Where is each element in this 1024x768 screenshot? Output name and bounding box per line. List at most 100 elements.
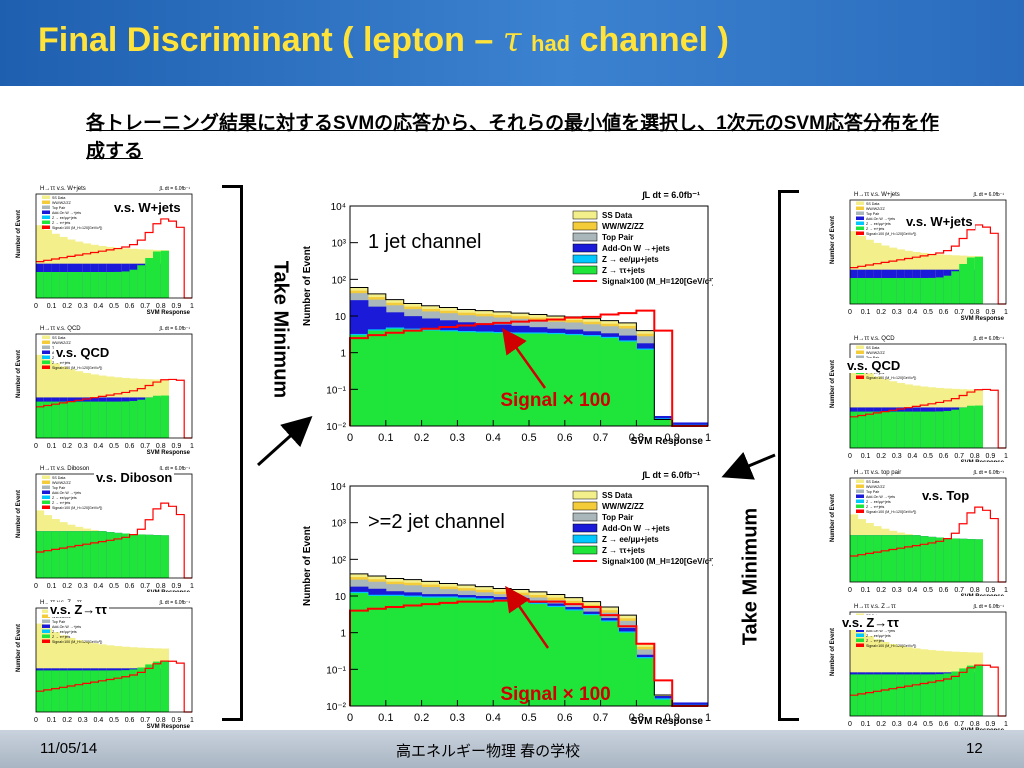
main1-xtick-label: 0 — [347, 432, 353, 444]
left-small-plot-1: 0 0.1 0.2 0.3 0.4 0.5 0.6 0.7 0.8 0.9 1 SVM Respons… — [12, 178, 197, 318]
small-ztt-bar — [857, 278, 866, 304]
main1-addon-w-bar — [690, 422, 709, 426]
main1-ytick-label: 10⁴ — [331, 202, 346, 213]
small-frame — [849, 199, 1007, 305]
title-main: Final Discriminant ( lepton – — [38, 21, 503, 59]
footer-center: 高エネルギー物理 春の学校 — [396, 743, 581, 760]
small-ylabel: Number of Event — [16, 210, 22, 258]
small-header: H→ττ v.s. W+jets — [40, 186, 86, 192]
small-ztt-bar — [75, 272, 84, 298]
small-ztt-bar — [873, 278, 882, 304]
small-xtick-label: 0 — [848, 721, 852, 728]
small-xtick-label: 0.5 — [109, 583, 119, 590]
small-xtick-label: 1 — [190, 717, 194, 724]
main1-xtick-label: 0.3 — [450, 432, 465, 444]
small-xtick-label: 0.7 — [140, 717, 150, 724]
main2-xtick-label: 0.1 — [378, 712, 393, 724]
main1-ztautau-bar — [403, 329, 423, 426]
small-legend-swatch — [856, 350, 864, 354]
small-legend-swatch — [42, 200, 50, 204]
small-legend-entry: Z → ee/μμ+jets — [866, 222, 891, 226]
title-end: channel ) — [570, 21, 729, 59]
small-xtick-label: 0.4 — [908, 453, 918, 460]
small-legend-swatch — [856, 643, 864, 647]
small-frame — [35, 607, 193, 713]
small-legend-entry: Z → ττ+jets — [866, 371, 885, 375]
main2-ztautau-bar — [350, 593, 369, 706]
main1-xtick-label: 1 — [705, 432, 711, 444]
small-legend-entry: SS Data — [52, 476, 65, 480]
small-ztt-bar — [974, 256, 983, 304]
small-signal-line — [850, 388, 1006, 449]
small-legend-swatch — [42, 340, 50, 344]
small-xtick-label: 0.9 — [172, 583, 182, 590]
small-legend-swatch — [856, 628, 864, 632]
small-ztt-bar — [896, 278, 905, 304]
small-xtick-label: 0.3 — [892, 453, 902, 460]
small-xtick-label: 0 — [848, 587, 852, 594]
main2-ztautau-bar — [385, 596, 405, 706]
main2-legend-entry: Top Pair — [602, 513, 633, 522]
small-ztt-bar — [881, 535, 890, 582]
small-xtick-label: 0.6 — [939, 721, 949, 728]
main-chart-1: 0 0.1 0.2 0.3 0.4 0.5 0.6 0.7 0.8 0.9 1 10⁻² 10⁻¹ 1 10… — [298, 178, 713, 446]
small-legend-swatch — [42, 225, 50, 229]
small-xtick-label: 0.4 — [94, 303, 104, 310]
left-small-plot-label-4: v.s. Z→ττ — [48, 602, 109, 617]
small-legend-entry: Z → ττ+jets — [866, 505, 885, 509]
main2-ztautau-bar — [421, 597, 440, 706]
small-ylabel: Number of Event — [16, 490, 22, 538]
small-header: H→ττ v.s. Z→ττ — [854, 604, 896, 610]
small-legend-swatch — [856, 201, 864, 205]
small-legend-swatch — [856, 216, 864, 220]
small-xtick-label: 0.1 — [861, 309, 871, 316]
small-xtick-label: 0.5 — [923, 453, 933, 460]
small-xtick-label: 0 — [34, 443, 38, 450]
main1-legend-swatch — [572, 210, 598, 220]
small-xtick-label: 0.1 — [861, 453, 871, 460]
main1-legend-entry: WW/WZ/ZZ — [602, 222, 644, 231]
main2-ytick-label: 10⁻¹ — [326, 665, 346, 676]
small-legend-entry: WW/WZ/ZZ — [866, 485, 886, 489]
small-legend-entry: WW/WZ/ZZ — [52, 341, 72, 345]
small-legend-entry: WW/WZ/ZZ — [866, 351, 886, 355]
small-ztt-bar — [59, 272, 68, 298]
signal-arrow-top — [502, 327, 547, 389]
main1-legend-swatch — [572, 232, 598, 242]
main1-legend-entry: Add-On W →+jets — [602, 244, 670, 253]
small-legend-swatch — [856, 638, 864, 642]
main1-ztautau-bar — [600, 338, 619, 426]
small-signal-line — [36, 502, 192, 579]
small-xtick-label: 0.9 — [172, 443, 182, 450]
small-legend-swatch — [42, 355, 50, 359]
small-legend-swatch — [42, 480, 50, 484]
main1-ylabel: Number of Event — [302, 245, 313, 326]
small-xtick-label: 1 — [190, 583, 194, 590]
small-xtick-label: 1 — [1004, 721, 1008, 728]
main1-ztautau-bar — [618, 341, 637, 426]
main1-legend-swatch — [572, 221, 598, 231]
small-ztt-bar — [51, 272, 60, 298]
small-xtick-label: 0.7 — [140, 583, 150, 590]
small-ztt-bar — [98, 271, 107, 298]
small-ztt-bar — [850, 278, 859, 304]
small-xtick-label: 1 — [1004, 587, 1008, 594]
small-ztt-bar — [943, 538, 952, 582]
small-legend-swatch — [42, 335, 50, 339]
main1-xtick-label: 0.9 — [665, 432, 680, 444]
small-ztt-bar — [920, 536, 929, 582]
main1-ytick-label: 10⁻² — [326, 422, 346, 433]
small-ztt-bar — [904, 674, 913, 716]
left-bracket — [222, 185, 243, 721]
small-ztt-bar — [98, 670, 107, 712]
main2-legend-entry: Z → ττ+jets — [602, 546, 645, 555]
main2-ztautau-bar — [457, 598, 476, 706]
main2-xtick-label: 0.9 — [665, 712, 680, 724]
main1-annotation: Signal × 100 — [500, 390, 610, 411]
small-ss-bar — [36, 354, 45, 438]
small-header: H→ττ v.s. Diboson — [40, 466, 89, 472]
small-xtick-label: 1 — [1004, 309, 1008, 316]
small-ztt-bar — [920, 277, 929, 304]
small-ztt-bar — [974, 405, 983, 448]
small-legend-entry: Signal×100 (M_H=120[GeV/c²]) — [866, 644, 916, 648]
